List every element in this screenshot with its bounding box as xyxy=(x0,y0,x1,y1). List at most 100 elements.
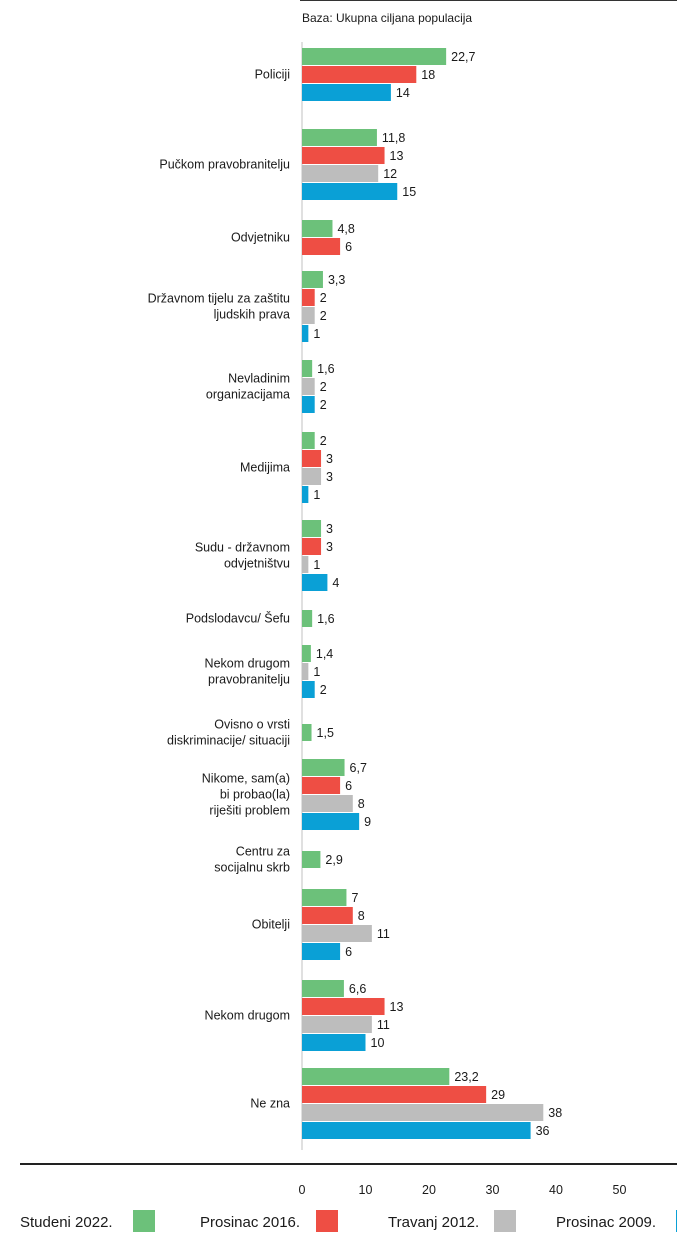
category-label-11-1: socijalnu skrb xyxy=(214,861,290,875)
legend-swatch-2 xyxy=(494,1210,516,1232)
category-label-3-0: Državnom tijelu za zaštitu xyxy=(148,292,290,306)
data-label-13-3: 10 xyxy=(371,1036,385,1050)
bar-13-1 xyxy=(302,998,385,1015)
category-label-9-1: diskriminacije/ situaciji xyxy=(167,734,290,748)
category-label-7-0: Podslodavcu/ Šefu xyxy=(186,611,290,626)
bar-13-0 xyxy=(302,980,344,997)
data-label-12-1: 8 xyxy=(358,909,365,923)
data-label-14-1: 29 xyxy=(491,1088,505,1102)
bar-10-2 xyxy=(302,795,353,812)
data-label-10-0: 6,7 xyxy=(350,761,367,775)
data-label-12-2: 11 xyxy=(377,927,390,941)
data-label-0-1: 18 xyxy=(421,68,435,82)
bar-5-2 xyxy=(302,468,322,485)
data-label-8-0: 1,4 xyxy=(316,647,333,661)
x-tick-label-0: 0 xyxy=(299,1183,306,1197)
bar-8-3 xyxy=(302,681,315,698)
bar-4-2 xyxy=(302,378,315,395)
data-label-6-2: 1 xyxy=(313,558,320,572)
bar-5-3 xyxy=(302,486,309,503)
data-label-1-1: 13 xyxy=(390,149,404,163)
data-label-6-3: 4 xyxy=(332,576,339,590)
bar-9-0 xyxy=(302,724,312,741)
category-label-6-0: Sudu - državnom xyxy=(195,541,290,555)
bar-6-1 xyxy=(302,538,322,555)
bar-7-0 xyxy=(302,610,313,627)
x-tick-label-1: 10 xyxy=(359,1183,373,1197)
data-label-2-0: 4,8 xyxy=(337,222,354,236)
x-tick-label-3: 30 xyxy=(486,1183,500,1197)
legend-label-0: Studeni 2022. xyxy=(20,1214,113,1231)
category-label-11-0: Centru za xyxy=(236,845,290,859)
data-label-0-0: 22,7 xyxy=(451,50,475,64)
data-label-1-3: 15 xyxy=(402,185,416,199)
category-label-2-0: Odvjetniku xyxy=(231,231,290,245)
bar-6-0 xyxy=(302,520,322,537)
bar-14-2 xyxy=(302,1104,544,1121)
category-label-1-0: Pučkom pravobranitelju xyxy=(159,158,290,172)
category-label-5-0: Medijima xyxy=(240,461,290,475)
data-label-14-2: 38 xyxy=(548,1106,562,1120)
x-tick-label-2: 20 xyxy=(422,1183,436,1197)
chart-subtitle: Baza: Ukupna ciljana populacija xyxy=(302,11,472,25)
category-label-10-2: riješiti problem xyxy=(209,804,290,818)
data-label-14-3: 36 xyxy=(536,1124,550,1138)
data-label-8-3: 2 xyxy=(320,683,327,697)
category-label-0-0: Policiji xyxy=(255,68,290,82)
category-label-4-0: Nevladinim xyxy=(228,372,290,386)
bar-8-0 xyxy=(302,645,311,662)
x-tick-label-5: 50 xyxy=(613,1183,627,1197)
data-label-5-1: 3 xyxy=(326,452,333,466)
bar-12-0 xyxy=(302,889,347,906)
category-label-3-1: ljudskih prava xyxy=(214,308,290,322)
category-label-8-0: Nekom drugom xyxy=(205,657,290,671)
bar-4-0 xyxy=(302,360,313,377)
category-label-10-0: Nikome, sam(a) xyxy=(202,772,290,786)
data-label-6-0: 3 xyxy=(326,522,333,536)
data-label-12-3: 6 xyxy=(345,945,352,959)
data-label-0-3: 14 xyxy=(396,86,410,100)
legend-label-3: Prosinac 2009. xyxy=(556,1214,656,1231)
bar-1-1 xyxy=(302,147,385,164)
bar-2-0 xyxy=(302,220,333,237)
bar-1-3 xyxy=(302,183,398,200)
data-label-1-0: 11,8 xyxy=(382,131,405,145)
data-label-11-0: 2,9 xyxy=(325,853,342,867)
x-tick-label-4: 40 xyxy=(549,1183,563,1197)
data-label-5-0: 2 xyxy=(320,434,327,448)
bar-13-3 xyxy=(302,1034,366,1051)
bar-10-1 xyxy=(302,777,341,794)
data-label-3-1: 2 xyxy=(320,291,327,305)
data-label-8-2: 1 xyxy=(313,665,320,679)
bar-0-0 xyxy=(302,48,447,65)
bar-10-3 xyxy=(302,813,360,830)
bar-6-3 xyxy=(302,574,328,591)
data-label-3-0: 3,3 xyxy=(328,273,345,287)
category-label-12-0: Obitelji xyxy=(252,918,290,932)
category-label-10-1: bi probao(la) xyxy=(220,788,290,802)
data-label-9-0: 1,5 xyxy=(317,726,334,740)
bar-3-2 xyxy=(302,307,315,324)
data-label-5-2: 3 xyxy=(326,470,333,484)
bar-14-1 xyxy=(302,1086,487,1103)
bar-2-1 xyxy=(302,238,341,255)
bar-5-1 xyxy=(302,450,322,467)
category-label-8-1: pravobranitelju xyxy=(208,673,290,687)
bar-6-2 xyxy=(302,556,309,573)
legend-swatch-1 xyxy=(316,1210,338,1232)
data-label-10-1: 6 xyxy=(345,779,352,793)
data-label-4-3: 2 xyxy=(320,398,327,412)
bar-12-2 xyxy=(302,925,372,942)
bar-5-0 xyxy=(302,432,315,449)
bar-0-1 xyxy=(302,66,417,83)
bar-1-0 xyxy=(302,129,377,146)
bar-12-1 xyxy=(302,907,353,924)
data-label-3-3: 1 xyxy=(313,327,320,341)
data-label-14-0: 23,2 xyxy=(454,1070,478,1084)
data-label-6-1: 3 xyxy=(326,540,333,554)
data-label-7-0: 1,6 xyxy=(317,612,334,626)
bar-4-3 xyxy=(302,396,315,413)
data-label-10-2: 8 xyxy=(358,797,365,811)
data-label-13-1: 13 xyxy=(390,1000,404,1014)
